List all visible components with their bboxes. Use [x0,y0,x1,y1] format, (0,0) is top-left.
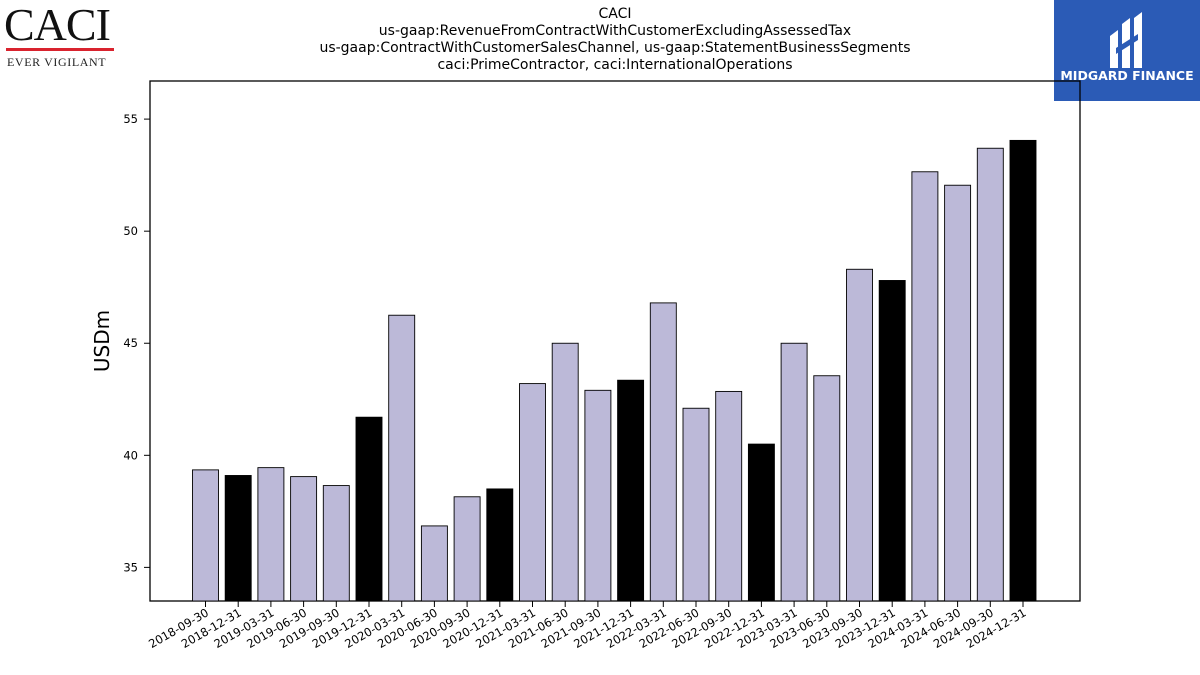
caci-logo-red-rule [6,48,114,51]
caci-logo-wordmark: CACI [4,0,111,50]
y-tick-label: 55 [123,112,138,126]
plot-frame [149,80,1081,602]
bar-2019-03-31 [257,467,285,602]
bar-2023-12-31 [878,280,906,602]
bar-2024-06-30 [944,184,972,602]
bar-2022-03-31 [649,302,677,602]
x-axis: 2018-09-302018-12-312019-03-312019-06-30… [146,601,1029,651]
bar-2019-09-30 [322,485,350,602]
bar-2021-09-30 [584,389,612,602]
y-tick-label: 45 [123,336,138,350]
chart-title: CACI us-gaap:RevenueFromContractWithCust… [300,6,930,74]
bar-2024-12-31 [1009,139,1037,602]
bar-2024-09-30 [976,147,1004,602]
bar-2020-09-30 [453,496,481,602]
bar-2020-03-31 [388,314,416,602]
bar-2022-06-30 [682,407,710,602]
bar-2021-06-30 [551,342,579,602]
bar-2018-09-30 [192,469,219,602]
bars-layer [192,139,1037,602]
bar-2024-03-31 [911,171,939,602]
bar-2021-12-31 [617,379,645,602]
bar-2019-06-30 [290,476,318,602]
bar-2023-09-30 [846,268,873,602]
bar-2022-09-30 [715,390,743,602]
bar-2023-06-30 [813,375,841,602]
y-tick-label: 50 [123,224,138,238]
y-axis-label: USDm [90,310,114,372]
bar-2018-12-31 [224,475,252,602]
bar-2022-12-31 [747,443,775,602]
chart-title-line-2: us-gaap:RevenueFromContractWithCustomerE… [378,23,852,39]
bar-2023-03-31 [780,342,808,602]
chart-title-line-1: CACI [598,6,632,22]
y-tick-label: 40 [123,448,138,462]
chart-title-line-3: us-gaap:ContractWithCustomerSalesChannel… [319,40,911,56]
bar-2020-12-31 [486,488,514,602]
caci-logo: CACI EVER VIGILANT [4,2,114,70]
bar-2020-06-30 [420,525,448,602]
y-tick-label: 35 [123,560,138,574]
midgard-finance-logo: MIDGARD FINANCE [1054,0,1200,101]
chart-title-line-4: caci:PrimeContractor, caci:International… [437,57,793,73]
midgard-logo-mark-icon [1110,12,1142,68]
y-axis: 35 40 45 50 55 [123,112,150,574]
midgard-logo-name: MIDGARD FINANCE [1060,68,1194,83]
caci-logo-tagline: EVER VIGILANT [7,55,107,69]
bar-2021-03-31 [519,383,546,602]
bar-2019-12-31 [355,416,383,602]
